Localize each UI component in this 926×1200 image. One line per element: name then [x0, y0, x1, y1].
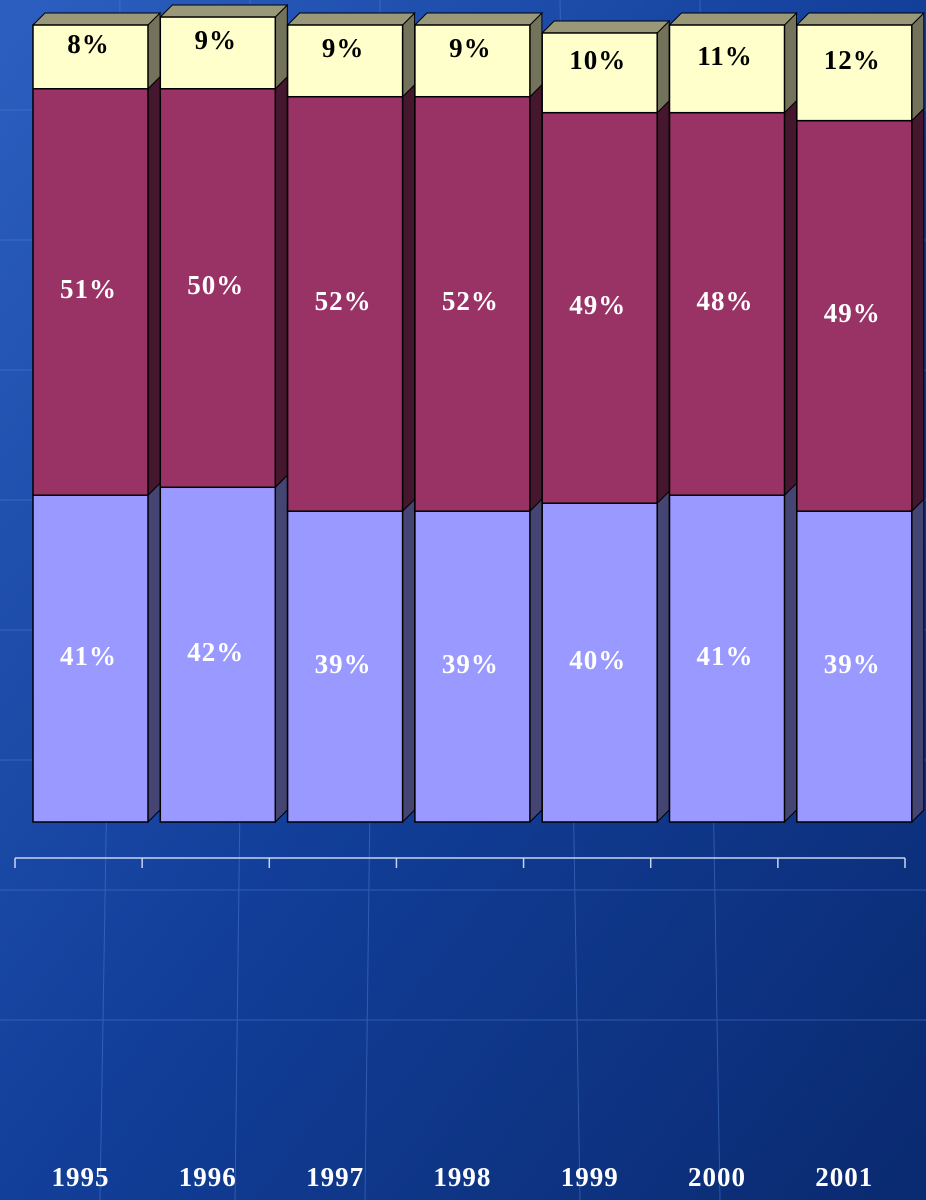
data-label: 51%	[60, 274, 117, 304]
bar-top	[540, 20, 671, 34]
bar-segment	[541, 111, 658, 504]
bar-side	[402, 497, 416, 824]
bar-side	[402, 83, 416, 513]
bar-segment	[668, 494, 786, 823]
bar-segment	[414, 24, 531, 98]
bar-segment	[541, 502, 658, 823]
bar-side	[529, 11, 543, 98]
bar-side	[656, 99, 670, 505]
bar-side	[784, 11, 797, 114]
data-label: 12%	[824, 45, 881, 75]
x-tick-label: 1999	[561, 1162, 619, 1192]
data-label: 11%	[697, 41, 753, 71]
bar-segment	[668, 24, 786, 114]
data-label: 52%	[315, 286, 372, 316]
data-label: 49%	[824, 298, 881, 328]
bar-side	[911, 107, 925, 513]
data-label: 49%	[569, 290, 626, 320]
bar-side	[274, 3, 288, 90]
data-label: 52%	[442, 286, 499, 316]
bar-segment	[32, 494, 149, 823]
bar-side	[402, 11, 416, 98]
bar-segment	[541, 32, 658, 114]
bar-side	[274, 75, 288, 489]
data-label: 8%	[67, 29, 110, 59]
bar-top	[286, 12, 416, 26]
bar-side	[911, 497, 925, 824]
x-tick-label: 2001	[815, 1162, 873, 1192]
bar-side	[529, 497, 543, 824]
x-tick-label: 1996	[179, 1162, 237, 1192]
data-label: 39%	[824, 649, 881, 679]
bar-segment	[286, 95, 404, 512]
data-label: 9%	[322, 33, 365, 63]
bar-side	[784, 482, 797, 824]
bar-segment	[414, 510, 531, 823]
data-label: 48%	[697, 286, 754, 316]
bar-side	[656, 19, 670, 114]
x-tick-label: 2000	[688, 1162, 746, 1192]
bar-segment	[159, 486, 277, 823]
data-label: 50%	[187, 270, 244, 300]
bar-top	[31, 12, 162, 26]
data-label: 39%	[442, 649, 499, 679]
bar-segment	[286, 24, 404, 98]
bar-side	[274, 474, 288, 824]
data-label: 10%	[569, 45, 626, 75]
bar-top	[668, 12, 798, 26]
data-label: 39%	[315, 649, 372, 679]
bar-top	[413, 12, 544, 26]
bar-segment	[32, 88, 149, 496]
x-tick-label: 1998	[433, 1162, 491, 1192]
bar-side	[147, 482, 161, 824]
bar-side	[656, 489, 670, 824]
bar-side	[147, 11, 161, 90]
bar-segment	[414, 95, 531, 512]
x-tick-label: 1995	[52, 1162, 110, 1192]
bar-segment	[159, 16, 277, 90]
data-label: 9%	[449, 33, 492, 63]
bar-side	[529, 83, 543, 513]
bar-top	[159, 4, 289, 18]
bar-segment	[796, 510, 913, 823]
bar-segment	[796, 24, 913, 122]
bar-segment	[159, 88, 277, 489]
bar-side	[784, 99, 797, 497]
bar-segment	[668, 111, 786, 496]
data-label: 42%	[187, 637, 244, 667]
bar-side	[147, 75, 161, 497]
bar-segment	[32, 24, 149, 90]
bar-top	[795, 12, 926, 26]
data-label: 9%	[195, 25, 238, 55]
x-tick-label: 1997	[306, 1162, 364, 1192]
bar-side	[911, 11, 925, 122]
data-label: 41%	[697, 641, 754, 671]
data-label: 40%	[569, 645, 626, 675]
data-label: 41%	[60, 641, 117, 671]
